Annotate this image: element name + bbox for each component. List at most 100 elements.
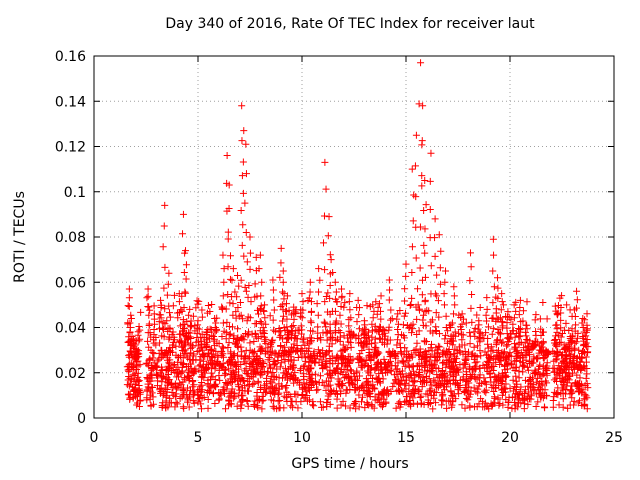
data-point xyxy=(243,396,251,404)
data-point xyxy=(224,343,232,351)
data-point xyxy=(144,292,152,300)
data-point xyxy=(276,397,284,405)
data-point xyxy=(187,371,195,379)
data-point xyxy=(404,357,412,365)
data-point xyxy=(408,269,416,277)
data-point xyxy=(298,314,306,322)
data-point xyxy=(532,390,540,398)
data-point xyxy=(511,393,519,401)
data-point xyxy=(350,381,358,389)
data-point xyxy=(211,376,219,384)
data-point xyxy=(253,388,261,396)
data-point xyxy=(127,380,135,388)
data-point xyxy=(350,331,358,339)
data-point xyxy=(489,346,497,354)
data-point xyxy=(517,349,525,357)
data-point xyxy=(466,332,474,340)
data-point xyxy=(408,353,416,361)
data-point xyxy=(572,304,580,312)
data-point xyxy=(290,356,298,364)
data-point xyxy=(289,403,297,411)
data-point xyxy=(442,324,450,331)
data-point xyxy=(497,386,505,394)
data-point xyxy=(261,301,269,309)
data-point xyxy=(321,158,329,166)
data-point xyxy=(219,344,227,352)
data-point xyxy=(400,334,408,342)
data-point xyxy=(440,290,448,298)
data-point xyxy=(453,355,461,363)
data-point xyxy=(173,400,181,408)
data-point xyxy=(204,381,212,389)
data-point xyxy=(359,326,367,334)
data-point xyxy=(186,305,194,313)
data-point xyxy=(552,307,560,315)
data-point xyxy=(182,332,190,340)
data-point xyxy=(243,258,251,266)
data-point xyxy=(336,337,344,345)
data-point xyxy=(527,359,535,367)
data-point xyxy=(450,292,458,300)
data-point xyxy=(381,364,389,372)
data-point xyxy=(376,323,384,331)
data-point xyxy=(539,362,547,370)
data-point xyxy=(124,302,132,310)
data-point xyxy=(213,359,221,367)
data-point xyxy=(482,329,490,337)
data-point xyxy=(290,315,298,323)
data-point xyxy=(385,276,393,284)
data-point xyxy=(187,340,195,348)
data-point xyxy=(244,402,252,410)
data-point xyxy=(331,278,339,286)
data-point xyxy=(347,339,355,347)
data-point xyxy=(476,304,484,312)
data-point xyxy=(159,325,167,333)
data-point xyxy=(442,331,450,339)
data-point xyxy=(582,374,590,382)
data-point xyxy=(368,320,376,328)
data-point xyxy=(325,370,333,378)
data-point xyxy=(345,316,353,324)
data-point xyxy=(194,398,202,406)
data-point xyxy=(516,296,524,304)
data-point xyxy=(297,306,305,314)
data-point xyxy=(380,355,388,363)
data-point xyxy=(421,176,429,184)
data-point xyxy=(292,375,300,383)
data-point xyxy=(238,137,246,145)
data-point xyxy=(484,340,492,348)
data-point xyxy=(419,373,427,381)
data-point xyxy=(465,383,473,391)
data-point xyxy=(422,390,430,398)
data-point xyxy=(500,349,508,357)
data-point xyxy=(355,332,363,340)
data-point xyxy=(182,289,190,297)
data-point xyxy=(473,353,481,361)
data-point xyxy=(277,351,285,359)
data-point xyxy=(250,357,258,365)
data-point xyxy=(174,353,182,361)
x-axis-label: GPS time / hours xyxy=(291,456,409,472)
data-point xyxy=(240,127,248,135)
data-point xyxy=(420,337,428,345)
data-point xyxy=(531,316,539,324)
data-point xyxy=(377,292,385,300)
data-point xyxy=(143,294,151,302)
data-point xyxy=(179,210,187,218)
data-point xyxy=(558,351,566,359)
data-point xyxy=(377,307,385,315)
data-point xyxy=(328,340,336,348)
data-point xyxy=(402,398,410,406)
data-point xyxy=(130,343,138,351)
data-point xyxy=(157,354,165,362)
data-point xyxy=(359,393,367,401)
data-point xyxy=(150,350,158,358)
data-point xyxy=(172,390,180,398)
data-point xyxy=(287,371,295,379)
data-point xyxy=(125,302,133,310)
data-point xyxy=(299,338,307,346)
data-point xyxy=(483,294,491,302)
data-point xyxy=(297,330,305,338)
data-point xyxy=(350,401,358,409)
data-point xyxy=(165,335,173,343)
